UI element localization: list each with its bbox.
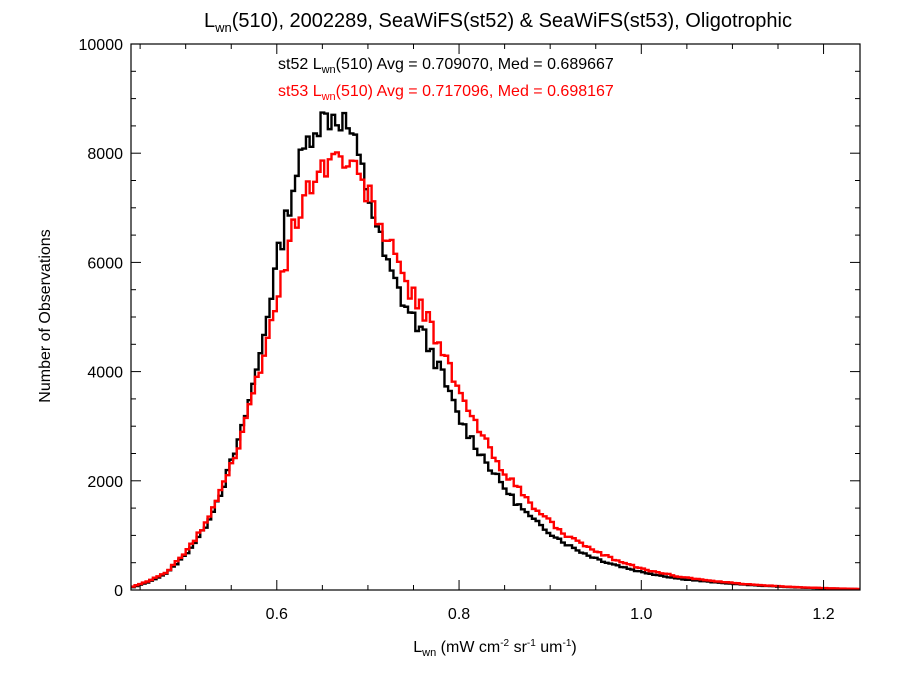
- y-tick-label: 2000: [87, 474, 123, 491]
- x-tick-label: 0.6: [266, 606, 288, 623]
- x-tick-label: 1.0: [630, 606, 652, 623]
- series-st53-line: [131, 151, 860, 591]
- y-tick-label: 10000: [79, 37, 124, 54]
- title-rest: (510), 2002289, SeaWiFS(st52) & SeaWiFS(…: [232, 10, 792, 32]
- stat-st53-pre: st53 L: [278, 83, 322, 100]
- y-tick-label: 4000: [87, 365, 123, 382]
- chart-title: Lwn(510), 2002289, SeaWiFS(st52) & SeaWi…: [204, 10, 792, 35]
- series-layer: [131, 111, 860, 591]
- xlabel-s3: -1: [562, 638, 571, 649]
- stat-st52: st52 Lwn(510) Avg = 0.709070, Med = 0.68…: [278, 56, 614, 76]
- x-tick-label: 1.2: [812, 606, 834, 623]
- stat-st52-sub: wn: [321, 64, 336, 76]
- y-tick-label: 8000: [87, 146, 123, 163]
- stat-st53-post: (510) Avg = 0.717096, Med = 0.698167: [336, 83, 614, 100]
- xlabel-p3: um: [536, 639, 563, 656]
- xlabel-p2: sr: [509, 639, 527, 656]
- xlabel-sub: wn: [421, 647, 436, 659]
- x-tick-label: 0.8: [448, 606, 470, 623]
- xlabel-s2: -1: [527, 638, 536, 649]
- plot-frame: [130, 43, 861, 591]
- stat-st53: st53 Lwn(510) Avg = 0.717096, Med = 0.69…: [278, 83, 614, 103]
- ticks-layer: 0.6 0.8 1.0 1.2 0 2000 4000 6000 8000 10000: [79, 37, 860, 623]
- xlabel-var: L: [413, 639, 422, 656]
- xlabel-s1: -2: [500, 638, 509, 649]
- y-axis-label: Number of Observations: [37, 229, 54, 402]
- stat-st52-pre: st52 L: [278, 56, 322, 73]
- xlabel-p1: (mW cm: [436, 639, 500, 656]
- series-st52-line: [131, 111, 860, 591]
- y-tick-label: 0: [114, 583, 123, 600]
- y-tick-label: 6000: [87, 255, 123, 272]
- title-sub: wn: [214, 20, 232, 35]
- stat-st53-sub: wn: [321, 91, 336, 103]
- stat-st52-post: (510) Avg = 0.709070, Med = 0.689667: [336, 56, 614, 73]
- x-axis-label: Lwn (mW cm-2 sr-1 um-1): [413, 638, 576, 659]
- title-var: L: [204, 10, 215, 32]
- xlabel-p4: ): [571, 639, 576, 656]
